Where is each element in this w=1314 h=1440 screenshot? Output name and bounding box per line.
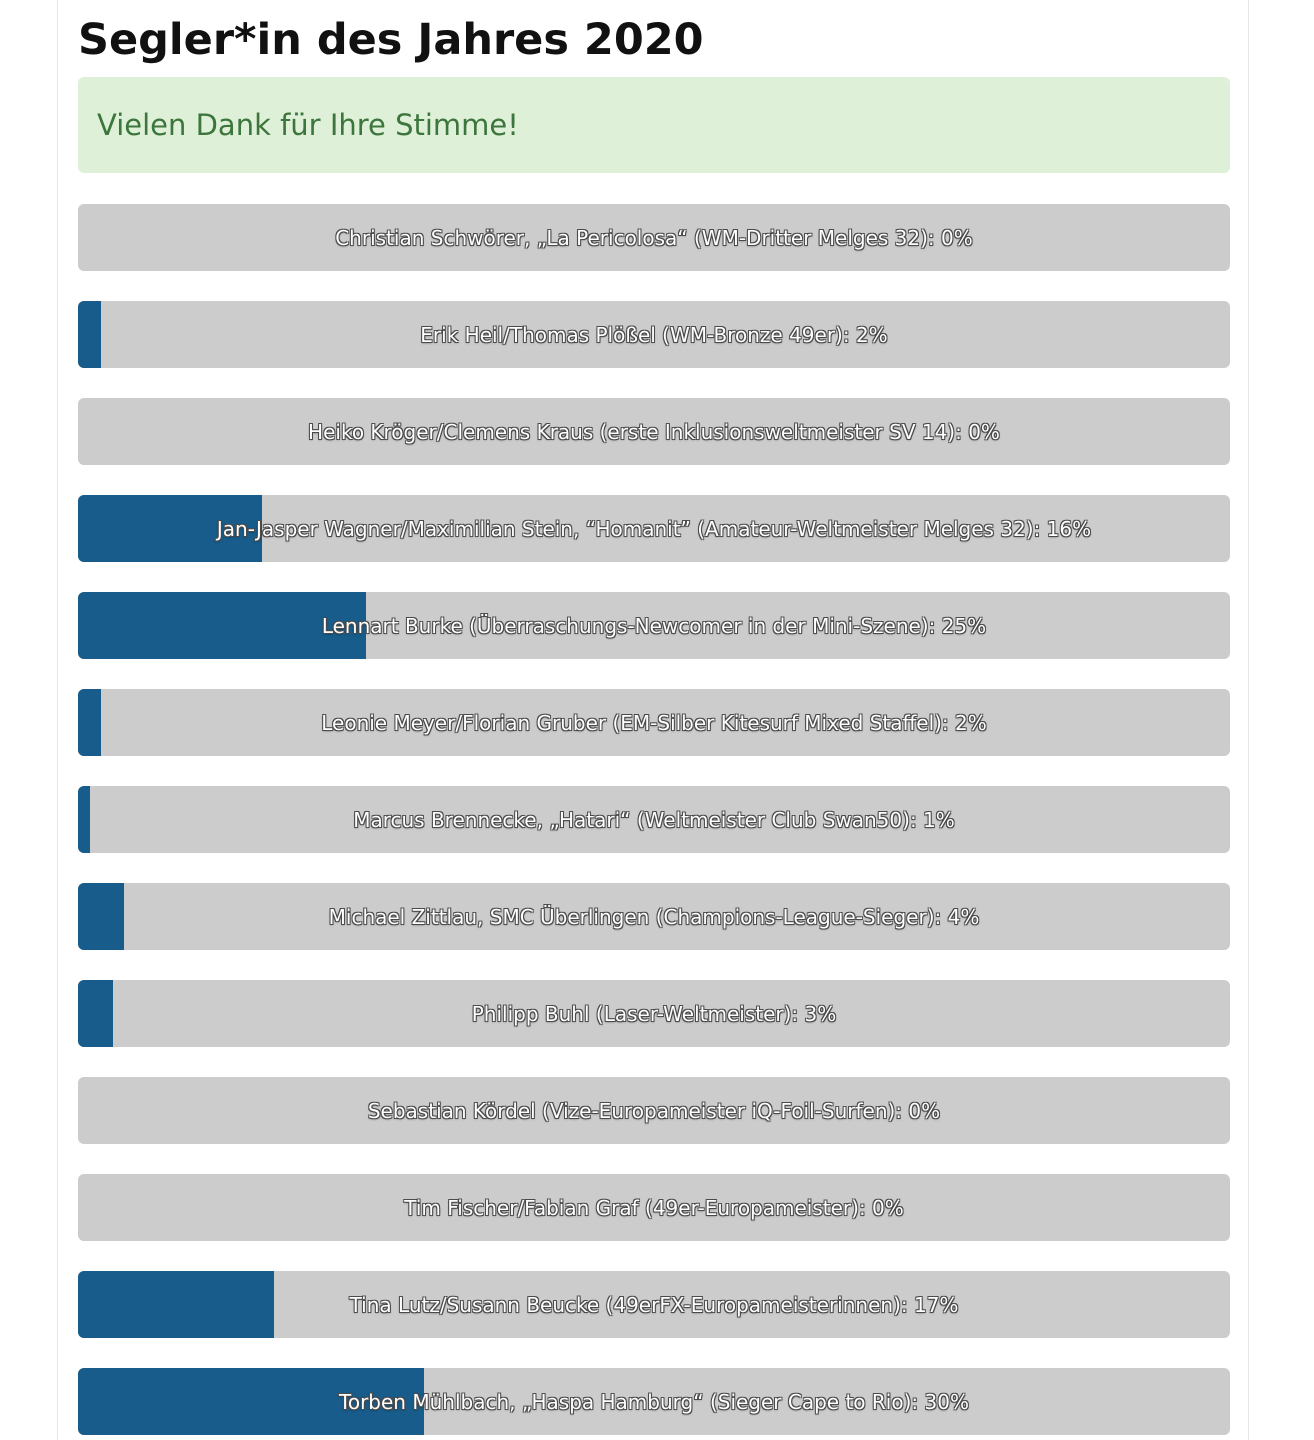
result-label: Leonie Meyer/Florian Gruber (EM-Silber K… <box>321 710 987 735</box>
success-notice: Vielen Dank für Ihre Stimme! <box>78 77 1230 173</box>
result-bar: Sebastian Kördel (Vize-Europameister iQ-… <box>78 1077 1230 1144</box>
result-label: Heiko Kröger/Clemens Kraus (erste Inklus… <box>308 419 1000 444</box>
success-notice-text: Vielen Dank für Ihre Stimme! <box>97 108 519 142</box>
result-bar-fill <box>78 883 125 950</box>
result-label: Sebastian Kördel (Vize-Europameister iQ-… <box>367 1098 941 1123</box>
result-bar: Tim Fischer/Fabian Graf (49er-Europameis… <box>78 1174 1230 1241</box>
result-bar: Lennart Burke (Überraschungs-Newcomer in… <box>78 592 1230 659</box>
result-label: Christian Schwörer, „La Pericolosa“ (WM-… <box>335 225 973 250</box>
result-label: Jan-Jasper Wagner/Maximilian Stein, “Hom… <box>216 516 1092 541</box>
result-label: Tina Lutz/Susann Beucke (49erFX-Europame… <box>349 1292 959 1317</box>
result-label: Michael Zittlau, SMC Überlingen (Champio… <box>328 904 980 929</box>
result-bar-fill <box>78 1271 274 1338</box>
result-bar: Christian Schwörer, „La Pericolosa“ (WM-… <box>78 204 1230 271</box>
result-label: Lennart Burke (Überraschungs-Newcomer in… <box>321 613 987 638</box>
result-bar: Jan-Jasper Wagner/Maximilian Stein, “Hom… <box>78 495 1230 562</box>
result-bar-fill <box>78 980 113 1047</box>
result-bar: Tina Lutz/Susann Beucke (49erFX-Europame… <box>78 1271 1230 1338</box>
result-bar-fill <box>78 592 366 659</box>
result-bar-fill <box>78 1368 424 1435</box>
result-bar-fill <box>78 689 102 756</box>
result-label: Philipp Buhl (Laser-Weltmeister): 3% <box>471 1001 837 1026</box>
result-bar: Torben Mühlbach, „Haspa Hamburg“ (Sieger… <box>78 1368 1230 1435</box>
result-label: Marcus Brennecke, „Hatari“ (Weltmeister … <box>353 807 955 832</box>
result-bar: Heiko Kröger/Clemens Kraus (erste Inklus… <box>78 398 1230 465</box>
result-label: Tim Fischer/Fabian Graf (49er-Europameis… <box>404 1195 904 1220</box>
page-title: Segler*in des Jahres 2020 <box>78 15 704 65</box>
result-bar: Marcus Brennecke, „Hatari“ (Weltmeister … <box>78 786 1230 853</box>
result-label: Erik Heil/Thomas Plößel (WM-Bronze 49er)… <box>420 322 888 347</box>
result-bar-fill <box>78 786 90 853</box>
result-label: Torben Mühlbach, „Haspa Hamburg“ (Sieger… <box>339 1389 969 1414</box>
result-bar: Philipp Buhl (Laser-Weltmeister): 3% <box>78 980 1230 1047</box>
result-bar-fill <box>78 495 263 562</box>
content-frame <box>57 0 1249 1440</box>
poll-results: Christian Schwörer, „La Pericolosa“ (WM-… <box>78 204 1230 1440</box>
result-bar: Michael Zittlau, SMC Überlingen (Champio… <box>78 883 1230 950</box>
result-bar: Erik Heil/Thomas Plößel (WM-Bronze 49er)… <box>78 301 1230 368</box>
result-bar: Leonie Meyer/Florian Gruber (EM-Silber K… <box>78 689 1230 756</box>
result-bar-fill <box>78 301 102 368</box>
